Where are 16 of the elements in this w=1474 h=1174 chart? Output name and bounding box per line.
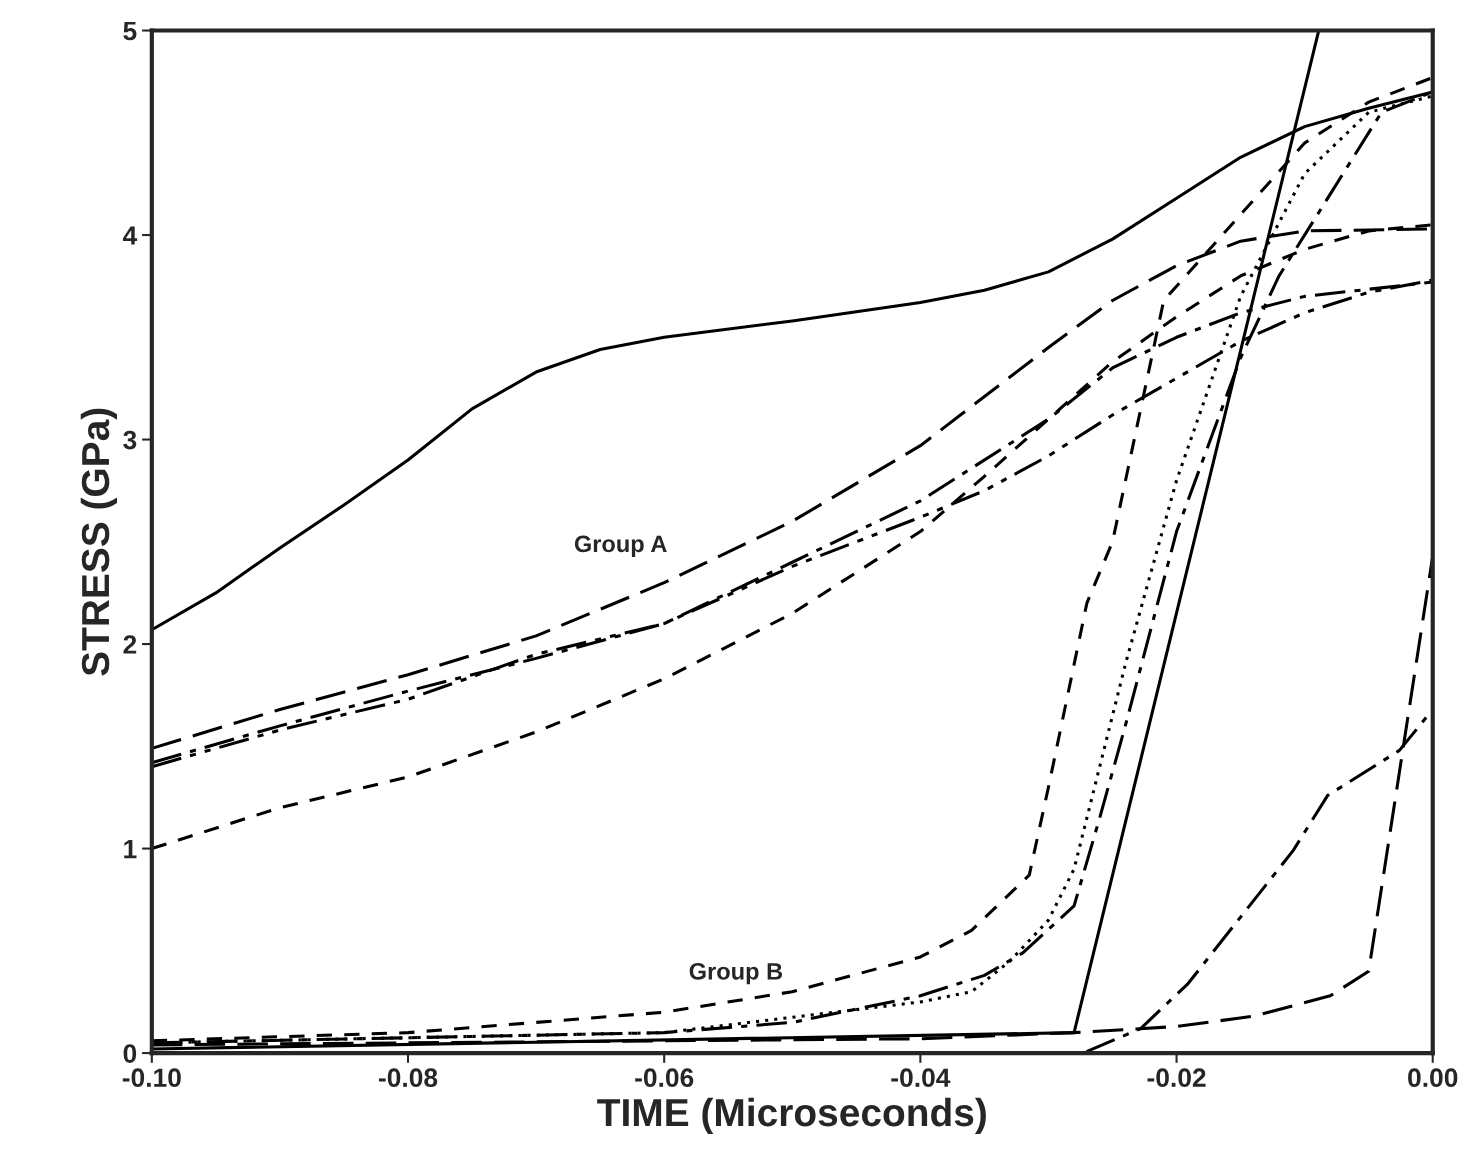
- y-tick-label: 4: [122, 226, 138, 245]
- y-tick-label: 2: [123, 635, 137, 654]
- y-tick-label: 5: [123, 21, 137, 41]
- x-tick-label: -0.06: [635, 1068, 694, 1088]
- annotation: Group B: [689, 962, 783, 985]
- y-tick-label: 3: [123, 430, 137, 450]
- x-tick-label: -0.04: [891, 1068, 951, 1088]
- x-axis-title: TIME (Microseconds): [597, 1097, 986, 1135]
- y-tick-label: 1: [124, 839, 137, 859]
- x-tick-label: 0.00: [1408, 1068, 1458, 1088]
- x-tick-label: -0.02: [1147, 1068, 1206, 1088]
- y-axis-title: STRESS (GPa): [80, 408, 118, 676]
- x-tick-label: -0.10: [122, 1068, 181, 1088]
- y-tick-label: 0: [123, 1044, 137, 1063]
- x-tick-label: -0.08: [378, 1068, 438, 1088]
- annotation: Group A: [574, 535, 667, 557]
